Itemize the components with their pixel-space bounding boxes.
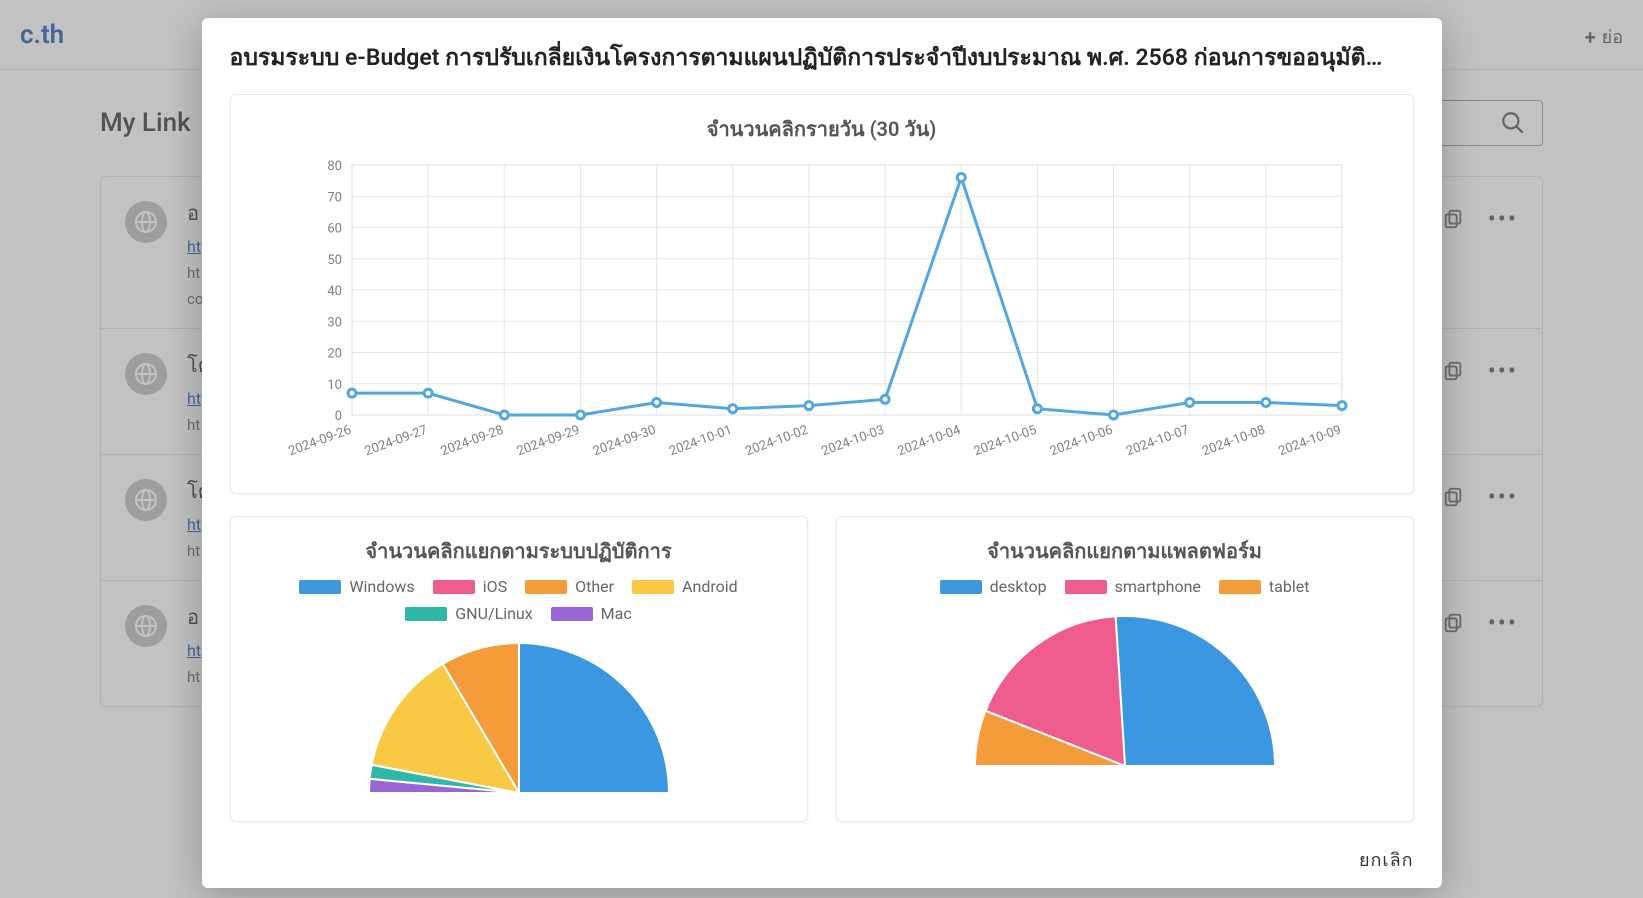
legend-label: Other xyxy=(575,577,614,596)
legend-swatch xyxy=(405,607,447,621)
svg-text:40: 40 xyxy=(327,284,342,299)
legend-label: Android xyxy=(682,577,738,596)
cancel-button[interactable]: ยกเลิก xyxy=(1359,845,1414,874)
legend-label: Windows xyxy=(349,577,414,596)
svg-text:50: 50 xyxy=(327,253,342,268)
modal-footer: ยกเลิก xyxy=(202,831,1442,888)
svg-text:70: 70 xyxy=(327,190,342,205)
legend-swatch xyxy=(940,580,982,594)
svg-text:2024-09-28: 2024-09-28 xyxy=(438,423,505,460)
legend-label: Mac xyxy=(601,604,632,623)
legend-swatch xyxy=(1065,580,1107,594)
stats-modal: อบรมระบบ e-Budget การปรับเกลี่ยเงินโครงก… xyxy=(202,18,1442,888)
os-clicks-card: จำนวนคลิกแยกตามระบบปฏิบัติการ Windows iOS… xyxy=(230,516,808,822)
svg-text:2024-10-09: 2024-10-09 xyxy=(1276,423,1343,460)
svg-text:2024-09-30: 2024-09-30 xyxy=(591,423,658,460)
legend-item[interactable]: desktop xyxy=(940,577,1047,596)
legend-item[interactable]: GNU/Linux xyxy=(405,604,532,623)
svg-text:2024-10-01: 2024-10-01 xyxy=(667,423,734,460)
svg-text:2024-10-03: 2024-10-03 xyxy=(819,423,886,460)
platform-half-donut xyxy=(861,606,1389,766)
daily-clicks-chart: 010203040506070802024-09-262024-09-27202… xyxy=(255,155,1389,465)
svg-text:2024-10-05: 2024-10-05 xyxy=(971,423,1038,460)
platform-legend: desktop smartphone tablet xyxy=(861,577,1389,596)
modal-body[interactable]: จำนวนคลิกรายวัน (30 วัน) 0 10 20 30 40 50 60 70… xyxy=(202,94,1442,831)
daily-clicks-card: จำนวนคลิกรายวัน (30 วัน) 0 10 20 30 40 50 60 70… xyxy=(230,94,1414,494)
legend-label: GNU/Linux xyxy=(455,604,532,623)
os-legend: Windows iOS Other Android GNU/Linux Mac xyxy=(255,577,783,623)
svg-text:2024-10-08: 2024-10-08 xyxy=(1200,423,1267,460)
platform-clicks-card: จำนวนคลิกแยกตามแพลตฟอร์ม desktop smartpho… xyxy=(836,516,1414,822)
svg-text:60: 60 xyxy=(327,222,342,237)
legend-label: smartphone xyxy=(1115,577,1201,596)
legend-swatch xyxy=(551,607,593,621)
legend-item[interactable]: tablet xyxy=(1219,577,1310,596)
legend-item[interactable]: smartphone xyxy=(1065,577,1201,596)
legend-item[interactable]: Other xyxy=(525,577,614,596)
svg-text:2024-09-29: 2024-09-29 xyxy=(515,423,582,460)
svg-text:2024-10-02: 2024-10-02 xyxy=(743,423,810,460)
svg-text:2024-10-04: 2024-10-04 xyxy=(895,422,962,459)
legend-label: tablet xyxy=(1269,577,1310,596)
svg-text:2024-09-27: 2024-09-27 xyxy=(362,423,429,460)
legend-item[interactable]: Windows xyxy=(299,577,414,596)
os-half-donut xyxy=(255,633,783,793)
svg-text:2024-09-26: 2024-09-26 xyxy=(286,423,353,460)
svg-text:30: 30 xyxy=(327,315,342,330)
svg-text:80: 80 xyxy=(327,159,342,174)
legend-swatch xyxy=(433,580,475,594)
legend-item[interactable]: iOS xyxy=(433,577,507,596)
svg-text:10: 10 xyxy=(327,378,342,393)
legend-swatch xyxy=(1219,580,1261,594)
svg-text:2024-10-07: 2024-10-07 xyxy=(1124,423,1191,460)
svg-text:20: 20 xyxy=(327,347,342,362)
platform-clicks-title: จำนวนคลิกแยกตามแพลตฟอร์ม xyxy=(861,535,1389,567)
legend-label: iOS xyxy=(483,577,507,596)
svg-text:2024-10-06: 2024-10-06 xyxy=(1048,423,1115,460)
legend-swatch xyxy=(525,580,567,594)
svg-text:0: 0 xyxy=(334,409,341,424)
modal-overlay[interactable]: อบรมระบบ e-Budget การปรับเกลี่ยเงินโครงก… xyxy=(0,0,1643,898)
legend-swatch xyxy=(632,580,674,594)
legend-label: desktop xyxy=(990,577,1047,596)
daily-clicks-title: จำนวนคลิกรายวัน (30 วัน) xyxy=(255,113,1389,145)
modal-title: อบรมระบบ e-Budget การปรับเกลี่ยเงินโครงก… xyxy=(202,18,1442,94)
legend-item[interactable]: Mac xyxy=(551,604,632,623)
legend-item[interactable]: Android xyxy=(632,577,738,596)
legend-swatch xyxy=(299,580,341,594)
os-clicks-title: จำนวนคลิกแยกตามระบบปฏิบัติการ xyxy=(255,535,783,567)
